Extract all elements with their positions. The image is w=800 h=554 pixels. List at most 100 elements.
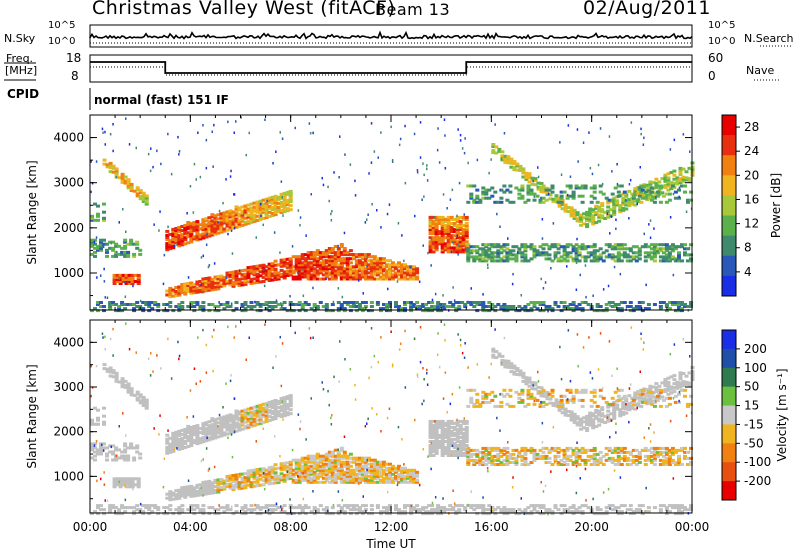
velocity-cell	[428, 421, 433, 425]
velocity-cell	[246, 473, 251, 477]
power-cell	[658, 200, 663, 204]
power-cell	[249, 220, 254, 224]
power-cell	[315, 265, 320, 269]
velocity-cell	[607, 456, 612, 460]
power-cell	[297, 269, 302, 273]
power-cell	[300, 305, 305, 308]
power-cell	[554, 198, 559, 202]
power-cell	[363, 257, 368, 261]
power-cell	[360, 255, 365, 259]
power-cell	[532, 245, 537, 249]
velocity-cell	[144, 404, 149, 408]
power-cell	[135, 305, 140, 308]
power-cell	[508, 251, 513, 255]
power-cell	[258, 309, 263, 313]
velocity-cell	[252, 468, 257, 472]
velocity-cell	[434, 421, 439, 425]
power-speckle	[327, 185, 329, 189]
power-cell	[592, 190, 597, 194]
power-cell	[431, 238, 436, 242]
power-cell	[168, 233, 173, 236]
velocity-cell	[105, 452, 109, 456]
velocity-cell	[99, 452, 103, 456]
power-cell	[216, 275, 221, 279]
velocity-cell	[225, 414, 230, 418]
power-speckle	[178, 150, 181, 153]
velocity-cell	[569, 410, 574, 414]
power-speckle	[451, 188, 454, 192]
velocity-cell	[168, 492, 173, 496]
velocity-cell	[514, 461, 519, 464]
velocity-cell	[348, 480, 353, 484]
velocity-cell	[524, 378, 529, 382]
velocity-cell	[288, 412, 293, 416]
power-speckle	[330, 212, 332, 216]
power-cell	[336, 271, 341, 275]
power-cell	[575, 217, 580, 221]
power-speckle	[672, 192, 675, 196]
velocity-cell	[267, 472, 272, 476]
power-cell	[112, 275, 117, 279]
velocity-cell	[568, 458, 573, 462]
velocity-cell	[585, 423, 590, 426]
velocity-cell	[437, 421, 442, 425]
power-cell	[502, 255, 507, 259]
velocity-cell	[288, 470, 293, 474]
power-speckle	[387, 287, 389, 291]
velocity-cell	[333, 472, 338, 476]
velocity-cell	[90, 442, 94, 446]
power-cell	[243, 208, 248, 212]
velocity-cell	[294, 480, 299, 484]
power-cell	[330, 261, 335, 265]
power-cell	[379, 263, 383, 267]
power-cell	[440, 219, 445, 223]
power-cell	[279, 203, 284, 206]
power-cell	[520, 259, 525, 263]
power-cell	[579, 217, 584, 221]
power-speckle	[281, 196, 283, 199]
power-cell	[388, 277, 392, 281]
power-cell	[646, 307, 651, 311]
power-cell	[222, 280, 227, 284]
power-cell	[575, 211, 580, 215]
velocity-cell	[219, 482, 224, 485]
power-cell	[105, 250, 109, 254]
velocity-cell	[506, 363, 511, 367]
power-speckle	[286, 267, 289, 270]
power-cell	[484, 309, 489, 313]
velocity-cell	[610, 450, 615, 454]
velocity-cell	[565, 448, 570, 452]
velocity-cell	[481, 454, 486, 458]
power-cell	[336, 301, 341, 304]
velocity-cell	[222, 419, 227, 423]
power-cell	[357, 269, 362, 273]
power-cell	[379, 275, 383, 279]
velocity-cell	[406, 472, 410, 476]
power-cell	[379, 259, 383, 263]
power-cell	[291, 255, 296, 259]
power-speckle	[437, 127, 439, 130]
velocity-cell	[484, 454, 489, 458]
velocity-cell	[121, 477, 126, 481]
power-cell	[577, 194, 582, 198]
power-cell	[440, 240, 445, 244]
power-cell	[150, 307, 155, 311]
power-cell	[388, 275, 392, 279]
power-cell	[177, 226, 182, 229]
power-cell	[327, 255, 332, 259]
power-speckle	[566, 193, 569, 197]
velocity-cell	[270, 399, 275, 403]
power-cell	[612, 213, 617, 216]
power-cell	[461, 240, 466, 244]
power-cell	[225, 216, 230, 220]
velocity-cell	[360, 458, 365, 462]
power-cell	[403, 273, 407, 277]
power-cell	[565, 253, 570, 257]
power-cell	[630, 192, 635, 196]
velocity-cell	[198, 437, 203, 441]
power-cell	[102, 210, 106, 214]
velocity-cell	[606, 413, 611, 417]
velocity-cell	[183, 427, 188, 431]
velocity-cell	[556, 461, 561, 464]
power-cell	[118, 275, 123, 279]
